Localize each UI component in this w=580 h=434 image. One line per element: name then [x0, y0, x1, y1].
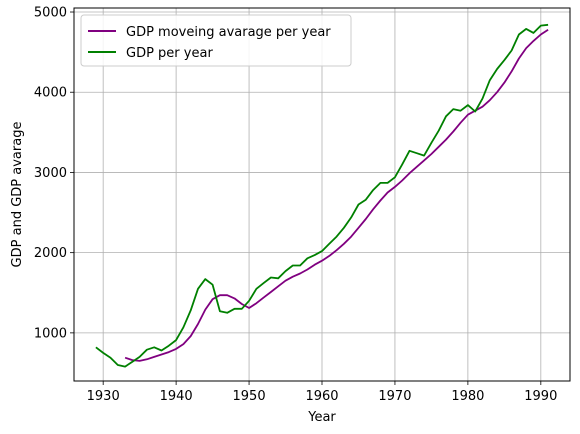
y-axis-label: GDP and GDP avarage	[10, 122, 25, 268]
legend: GDP moveing avarage per year GDP per yea…	[80, 14, 352, 67]
grid	[74, 8, 570, 381]
x-tick-label-1990: 1990	[524, 389, 557, 404]
series-lines	[95, 23, 549, 368]
y-tick-label-1000: 1000	[34, 326, 67, 341]
legend-box	[80, 14, 352, 67]
y-tick-label-5000: 5000	[34, 6, 67, 21]
series-line-1	[95, 23, 549, 368]
y-axis: 1000 2000 3000 4000 5000	[34, 6, 74, 341]
x-tick-label-1950: 1950	[233, 389, 266, 404]
x-tick-label-1980: 1980	[451, 389, 484, 404]
x-tick-label-1930: 1930	[87, 389, 120, 404]
x-tick-label-1960: 1960	[305, 389, 338, 404]
x-tick-label-1940: 1940	[160, 389, 193, 404]
y-tick-label-3000: 3000	[34, 166, 67, 181]
x-axis: 1930 1940 1950 1960 1970 1980 1990	[87, 381, 557, 404]
legend-label-moving-average: GDP moveing avarage per year	[126, 25, 331, 40]
x-tick-label-1970: 1970	[378, 389, 411, 404]
y-tick-label-4000: 4000	[34, 86, 67, 101]
legend-label-gdp: GDP per year	[126, 46, 213, 61]
x-axis-label: Year	[307, 410, 336, 425]
y-tick-label-2000: 2000	[34, 246, 67, 261]
series-line-0	[124, 28, 549, 362]
